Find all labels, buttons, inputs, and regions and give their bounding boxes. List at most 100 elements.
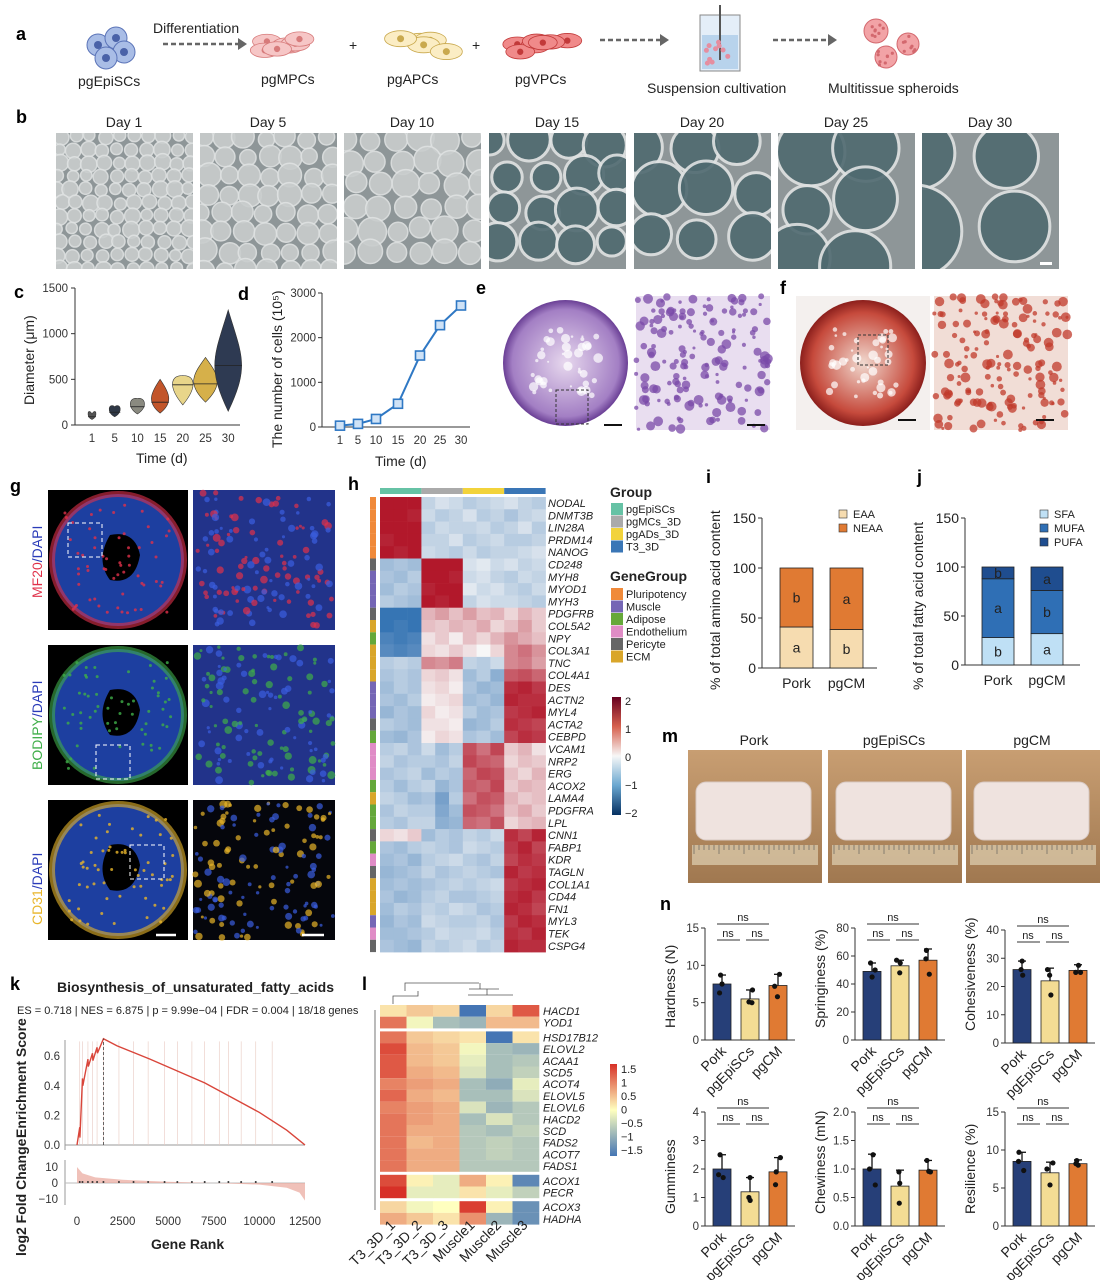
pgEpiSCs-icon [86, 26, 136, 70]
sample-photo [688, 750, 822, 883]
heatmap-cell [476, 509, 491, 522]
signal [261, 589, 267, 595]
x-tick-label: 5 [355, 435, 361, 447]
spheroid [219, 165, 239, 185]
spheroid [253, 222, 278, 246]
colorbar [610, 1064, 617, 1156]
cell [688, 294, 698, 304]
panel-label-f: f [780, 278, 787, 298]
heatmap-cell [435, 669, 450, 682]
heatmap-cell [421, 816, 436, 830]
heatmap-cell [462, 521, 477, 535]
signal [295, 526, 299, 530]
heatmap-cell [433, 1174, 460, 1187]
hit-dot [102, 1181, 105, 1184]
legend-label: Pericyte [626, 639, 666, 651]
signal [248, 518, 256, 525]
signal [257, 751, 263, 757]
legend-swatch [1039, 523, 1049, 533]
heatmap-cell [518, 915, 533, 928]
signal [330, 914, 335, 918]
sig-label: ns [751, 928, 763, 940]
signal [327, 657, 334, 664]
heatmap-cell [449, 620, 464, 633]
cell [995, 311, 999, 315]
gene-label: PDGFRB [548, 609, 594, 621]
signal [158, 833, 162, 837]
cell [963, 345, 970, 352]
signal [217, 664, 221, 668]
lumen [556, 326, 564, 334]
signal [284, 921, 292, 929]
cell [658, 308, 665, 315]
cell [1040, 398, 1049, 407]
genegroup-bar [370, 767, 376, 780]
heatmap-cell [504, 792, 519, 805]
signal [85, 885, 89, 889]
signal [264, 547, 269, 552]
violin [214, 308, 242, 412]
signal [92, 882, 96, 886]
spheroid [704, 60, 710, 66]
heatmap-cell [435, 521, 450, 535]
heatmap-cell [380, 558, 395, 572]
heatmap-cell [435, 767, 450, 781]
lumen [852, 353, 862, 363]
heatmap-cell [406, 1031, 434, 1044]
spheroid [597, 153, 626, 193]
lumen [866, 366, 869, 369]
cell [1032, 311, 1038, 316]
heatmap-cell [476, 533, 491, 547]
x-tick-label: 10 [370, 435, 383, 447]
signal [264, 556, 272, 564]
signal [271, 770, 278, 777]
spheroid [363, 150, 386, 173]
heatmap-cell [486, 1125, 513, 1137]
scale-bar [1040, 262, 1052, 265]
micrograph-day [634, 133, 771, 269]
heatmap-cell [406, 1201, 434, 1213]
heatmap-cell [490, 767, 505, 781]
sig-label: ns [901, 928, 913, 940]
sig-label: ns [737, 912, 749, 924]
signal [325, 527, 331, 533]
signal [315, 834, 320, 839]
cell [878, 60, 882, 64]
heatmap-cell [393, 816, 408, 830]
meat-sample [973, 781, 1090, 841]
data-point [897, 970, 903, 976]
signal [209, 690, 213, 695]
legend-swatch [1039, 509, 1049, 519]
signal [268, 759, 273, 764]
bar-pgCM [768, 985, 788, 1041]
signal [130, 827, 134, 831]
heatmap-cell [407, 533, 422, 547]
cell [678, 345, 686, 353]
signal [209, 917, 216, 924]
cell [995, 354, 1000, 359]
heatmap-cell [518, 546, 533, 559]
heatmap-cell [462, 558, 477, 572]
cell [1006, 367, 1011, 372]
signal [326, 612, 333, 619]
heatmap-cell [380, 866, 395, 879]
signal [198, 740, 206, 748]
spheroid [112, 156, 126, 170]
significance-letter: a [994, 600, 1002, 616]
heatmap-cell [531, 546, 546, 559]
gene-label: NRP2 [548, 756, 577, 768]
gene-label: FADS1 [543, 1161, 578, 1173]
signal [169, 715, 173, 719]
signal [289, 767, 295, 772]
cell [1051, 327, 1062, 338]
signal [215, 766, 222, 774]
spheroid [420, 198, 443, 220]
he-stain-overview [499, 296, 632, 430]
cell [1042, 396, 1046, 400]
signal [209, 704, 213, 709]
signal [303, 915, 309, 921]
ruler [692, 845, 818, 865]
spheroid [92, 168, 109, 186]
gene-label: ELOVL5 [543, 1091, 585, 1103]
signal [226, 532, 231, 537]
